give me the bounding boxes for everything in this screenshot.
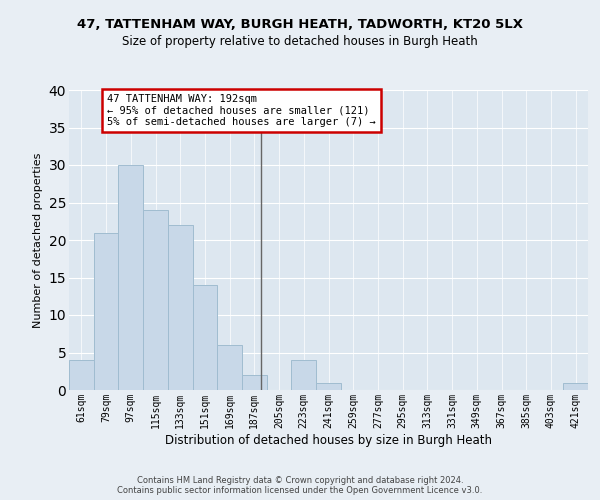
Text: 47, TATTENHAM WAY, BURGH HEATH, TADWORTH, KT20 5LX: 47, TATTENHAM WAY, BURGH HEATH, TADWORTH… <box>77 18 523 30</box>
X-axis label: Distribution of detached houses by size in Burgh Heath: Distribution of detached houses by size … <box>165 434 492 446</box>
Bar <box>94 232 118 390</box>
Bar <box>242 375 267 390</box>
Bar <box>143 210 168 390</box>
Text: Size of property relative to detached houses in Burgh Heath: Size of property relative to detached ho… <box>122 35 478 48</box>
Bar <box>193 285 217 390</box>
Bar <box>292 360 316 390</box>
Bar <box>69 360 94 390</box>
Bar <box>316 382 341 390</box>
Text: Contains HM Land Registry data © Crown copyright and database right 2024.: Contains HM Land Registry data © Crown c… <box>137 476 463 485</box>
Text: Contains public sector information licensed under the Open Government Licence v3: Contains public sector information licen… <box>118 486 482 495</box>
Bar <box>168 225 193 390</box>
Bar <box>118 165 143 390</box>
Bar <box>217 345 242 390</box>
Text: 47 TATTENHAM WAY: 192sqm
← 95% of detached houses are smaller (121)
5% of semi-d: 47 TATTENHAM WAY: 192sqm ← 95% of detach… <box>107 94 376 127</box>
Bar <box>563 382 588 390</box>
Y-axis label: Number of detached properties: Number of detached properties <box>33 152 43 328</box>
